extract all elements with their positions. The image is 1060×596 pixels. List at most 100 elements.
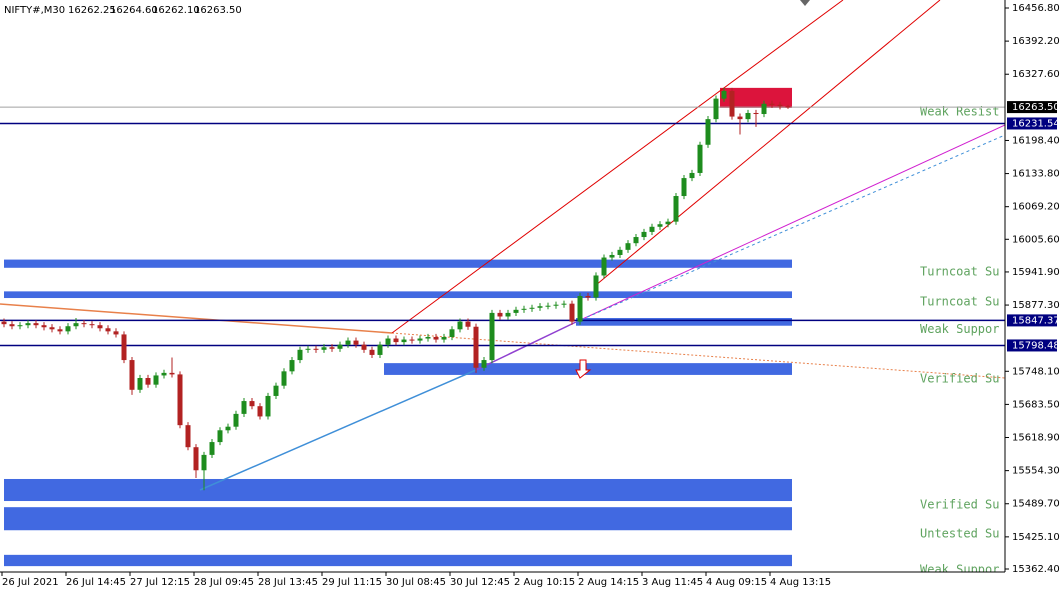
candle-body [537,306,543,308]
header-value: 16262.10 [152,5,200,16]
candle-body [697,144,703,173]
candle-body [233,413,239,427]
axis-labels: 16456.80 16392.20 16327.60 16198.40 16133.80… [1,3,1060,588]
y-tick-label: 16456.80 [1012,3,1060,14]
x-tick-label: 3 Aug 11:45 [642,577,703,588]
candle-body [473,326,479,368]
candle-body [137,378,143,390]
candle-body [57,329,63,332]
price-box-label: 16263.50 [1012,102,1060,113]
y-tick-label: 15425.10 [1012,532,1060,543]
header-value: 16263.50 [194,5,242,16]
candle-body [721,90,727,99]
candle-body [305,348,311,350]
zone-label: Weak Resist [920,104,999,118]
candle-body [369,349,375,355]
candle-body [625,243,631,250]
candle-body [585,295,591,298]
candle-body [705,119,711,145]
candle-body [281,371,287,386]
candle-body [161,372,167,376]
candle-body [97,325,103,329]
y-tick-label: 16198.40 [1012,135,1060,146]
header-value: 16264.60 [110,5,158,16]
candle-body [1,321,7,325]
candle-body [513,309,519,313]
y-tick-label: 16133.80 [1012,169,1060,180]
candle-body [601,257,607,276]
candle-body [65,326,71,332]
arrow-icon [575,359,592,379]
y-tick-label: 16392.20 [1012,36,1060,47]
zone [4,478,792,502]
candle-body [81,323,87,325]
x-tick-label: 30 Jul 12:45 [450,577,510,588]
candle-body [529,307,535,309]
channel-line [391,0,844,334]
candle-body [121,334,127,361]
zone [4,554,792,567]
candle-body [353,340,359,345]
candle-body [105,328,111,332]
candle-body [417,338,423,341]
x-tick-label: 30 Jul 08:45 [386,577,446,588]
zone-label: Turncoat Su [920,295,999,309]
price-box [1007,117,1057,130]
y-tick-label: 16005.60 [1012,234,1060,245]
candle-body [153,375,159,385]
zone [4,507,792,531]
header-symbol: NIFTY#,M30 [4,5,65,16]
candle-body [25,323,31,326]
x-tick-label: 4 Aug 13:15 [770,577,831,588]
candle-body [609,254,615,258]
y-tick-label: 15489.70 [1012,499,1060,510]
y-tick-label: 16069.20 [1012,202,1060,213]
trend-line [0,303,393,334]
candle-body [289,360,295,372]
zone-label: Verified Su [920,371,999,385]
candle-body [377,344,383,355]
candle-body [545,305,551,307]
x-tick-label: 28 Jul 09:45 [194,577,254,588]
candle-body [321,347,327,350]
candle-body [457,321,463,330]
trend-line [199,369,477,491]
candle-body [225,426,231,431]
candle-body [553,304,559,306]
price-box-label: 16231.54 [1012,118,1060,129]
zone-label: Verified Su [920,498,999,512]
candle-body [49,327,55,330]
candle-body [185,425,191,448]
zone-label: Weak Suppor [920,563,999,577]
candle-body [337,344,343,349]
candle-body [489,312,495,361]
zone-label: Turncoat Su [920,264,999,278]
y-tick-label: 15748.10 [1012,366,1060,377]
zone [4,259,792,268]
zone [4,291,792,299]
candle-body [129,360,135,390]
candle-body [665,221,671,225]
marker [800,0,810,6]
price-box-label: 15798.48 [1012,340,1060,351]
y-tick-label: 15877.30 [1012,300,1060,311]
candle-body [209,442,215,455]
candle-body [649,226,655,232]
zones: Weak Resist Turncoat Su Turncoat Su Weak Su… [4,87,999,577]
candle-body [33,323,39,326]
candle-body [345,340,351,345]
price-box [1007,101,1057,114]
candle-body [481,360,487,368]
candle-body [265,395,271,417]
candle-body [497,312,503,317]
x-tick-label: 29 Jul 11:15 [322,577,382,588]
y-tick-label: 15362.40 [1012,564,1060,575]
candle-body [273,385,279,396]
candle-body [441,336,447,340]
candle-body [713,98,719,120]
x-tick-label: 26 Jul 2021 [2,577,59,588]
candle-body [729,90,735,117]
candle-body [201,454,207,471]
candles [1,87,791,491]
